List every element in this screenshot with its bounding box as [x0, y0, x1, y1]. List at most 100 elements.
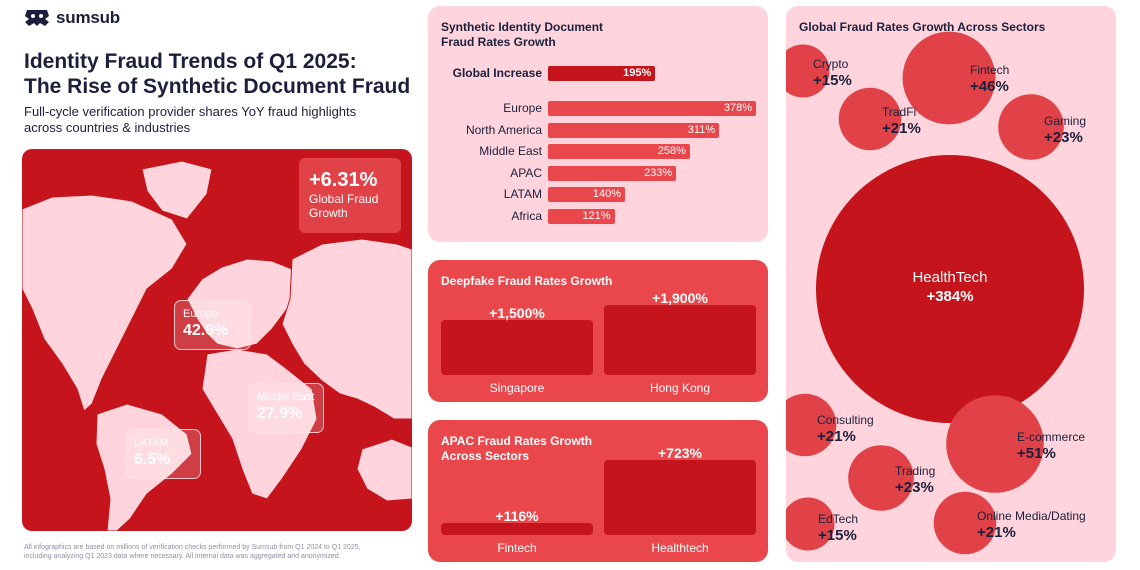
- column-label-healthtech: Healthtech: [651, 541, 709, 555]
- column-value-fintech: +116%: [495, 507, 539, 524]
- column-bar-healthtech: [604, 460, 756, 535]
- bubble-label-edtech: EdTech: [818, 512, 859, 526]
- bubble-value-edtech: +15%: [818, 527, 857, 544]
- region-value: 6.5%: [134, 451, 171, 468]
- region-value: 27.9%: [257, 405, 303, 422]
- bar-label: Global Increase: [452, 66, 542, 80]
- bubble-trading: [848, 445, 914, 511]
- bubble-value-e-commerce: +51%: [1017, 445, 1056, 462]
- bar-value-label: 195%: [623, 67, 652, 79]
- bubble-value-crypto: +15%: [813, 72, 852, 89]
- deepfake-chart-card: Deepfake Fraud Rates Growth +1,500% Singa…: [428, 260, 768, 402]
- world-map-panel: +6.31% Global Fraud Growth Europe 42.6% …: [22, 149, 412, 531]
- bubble-label-trading: Trading: [895, 464, 936, 478]
- bar-africa: 121%: [548, 208, 615, 224]
- synthetic-document-chart-card: Synthetic Identity Document Fraud Rates …: [428, 6, 768, 242]
- bubble-e-commerce: [946, 395, 1044, 493]
- bubble-label-e-commerce: E-commerce: [1017, 430, 1086, 444]
- region-card-latam: LATAM 6.5%: [125, 429, 201, 479]
- apac-sector-chart-card: APAC Fraud Rates Growth Across Sectors +…: [428, 420, 768, 562]
- bubble-value-gaming: +23%: [1044, 129, 1083, 146]
- bubble-label-fintech: Fintech: [970, 63, 1010, 77]
- bubble-gaming: [998, 94, 1064, 160]
- apac-chart-title-line-1: APAC Fraud Rates Growth: [441, 434, 593, 448]
- bubble-value-tradfi: +21%: [882, 120, 921, 137]
- page-title: Identity Fraud Trends of Q1 2025: The Ri…: [24, 49, 414, 99]
- apac-chart-title: APAC Fraud Rates Growth Across Sectors: [441, 434, 592, 464]
- region-name: Europe: [183, 308, 219, 320]
- bubble-crypto: [786, 44, 830, 98]
- bubble-value-consulting: +21%: [817, 428, 856, 445]
- column-value-hong-kong: +1,900%: [652, 290, 708, 306]
- deepfake-chart-title: Deepfake Fraud Rates Growth: [441, 274, 612, 289]
- bar-row-africa: Africa 121%: [428, 208, 768, 224]
- bubble-label-healthtech: HealthTech: [912, 269, 988, 286]
- bar-label: Africa: [511, 208, 542, 223]
- bar-value-label: 311%: [687, 123, 716, 136]
- synthetic-chart-title-line-1: Synthetic Identity Document: [441, 20, 604, 34]
- brand-logo: sumsub: [24, 8, 120, 28]
- bubble-fintech: [902, 31, 996, 125]
- column-value-singapore: +1,500%: [489, 304, 545, 321]
- region-name: Middle East: [257, 391, 315, 403]
- bubble-value-trading: +23%: [895, 479, 934, 496]
- bar-latam: 140%: [548, 187, 626, 202]
- bar-value-label: 140%: [592, 188, 622, 200]
- footer-line-2: including analyzing Q1 2023 data where n…: [24, 553, 341, 560]
- bar-apac: 233%: [548, 165, 677, 181]
- sector-bubble-plot: [786, 31, 1084, 555]
- global-fraud-growth-label-line-2: Growth: [309, 206, 348, 220]
- bar-global-increase: 195%: [548, 66, 656, 81]
- sumsub-logo-icon: [25, 10, 49, 26]
- global-fraud-growth-value: +6.31%: [309, 169, 378, 191]
- bar-value-label: 378%: [723, 102, 752, 114]
- brand-name: sumsub: [56, 8, 120, 27]
- global-fraud-growth-card: +6.31% Global Fraud Growth: [299, 158, 401, 233]
- bar-row-europe: Europe 378%: [428, 101, 768, 116]
- bar-row-north-america: North America 311%: [428, 122, 768, 138]
- bubble-label-consulting: Consulting: [817, 413, 874, 427]
- synthetic-chart-title: Synthetic Identity Document Fraud Rates …: [441, 20, 603, 50]
- bubble-online-media-dating: [933, 491, 997, 555]
- sector-bubble-chart-card: Global Fraud Rates Growth Across Sectors…: [786, 6, 1116, 562]
- deepfake-chart-title-line-1: Deepfake Fraud Rates Growth: [441, 274, 613, 288]
- column-label-hong-kong: Hong Kong: [649, 381, 711, 395]
- page-title-line-2: The Rise of Synthetic Document Fraud: [24, 75, 411, 98]
- column-label-fintech: Fintech: [497, 541, 537, 555]
- sector-chart-title-line-1: Global Fraud Rates Growth Across Sectors: [799, 20, 1046, 34]
- world-map-illustration: [22, 160, 412, 531]
- bubble-label-gaming: Gaming: [1044, 114, 1087, 128]
- bubble-value-fintech: +46%: [970, 78, 1009, 95]
- bubble-value-online-media-dating: +21%: [977, 524, 1016, 541]
- region-value: 42.6%: [183, 322, 229, 339]
- page-subtitle-line-2: across countries & industries: [24, 120, 191, 135]
- bubble-consulting: [786, 393, 837, 457]
- bubble-label-online-media-dating: Online Media/Dating: [977, 509, 1086, 523]
- bar-value-label: 121%: [582, 209, 611, 222]
- bar-middle-east: 258%: [548, 144, 690, 159]
- bubble-value-healthtech: +384%: [926, 288, 974, 305]
- column-value-healthtech: +723%: [658, 445, 702, 461]
- bubble-healthtech: [816, 155, 1084, 423]
- column-label-singapore: Singapore: [489, 381, 545, 395]
- bar-row-apac: APAC 233%: [428, 165, 768, 181]
- column-bar-fintech: [441, 522, 593, 535]
- column-bar-hong-kong: [604, 305, 756, 375]
- bar-label: Middle East: [479, 144, 542, 158]
- bubble-tradfi: [838, 87, 902, 151]
- region-name: LATAM: [134, 437, 170, 449]
- synthetic-chart-title-line-2: Fraud Rates Growth: [441, 35, 556, 49]
- global-fraud-growth-label-line-1: Global Fraud: [309, 192, 379, 206]
- apac-chart-title-line-2: Across Sectors: [441, 449, 530, 463]
- bar-row-latam: LATAM 140%: [428, 187, 768, 202]
- bar-label: Europe: [503, 101, 542, 115]
- page-title-line-1: Identity Fraud Trends of Q1 2025:: [24, 50, 357, 73]
- bar-row-middle-east: Middle East 258%: [428, 144, 768, 159]
- bar-value-label: 258%: [657, 145, 686, 157]
- bubble-label-crypto: Crypto: [813, 57, 849, 71]
- bar-europe: 378%: [548, 101, 756, 116]
- footer-disclaimer: All infographics are based on millions o…: [24, 543, 424, 561]
- bar-label: North America: [465, 122, 542, 137]
- bubble-label-tradfi: TradFi: [882, 105, 917, 119]
- region-card-middle-east: Middle East 27.9%: [248, 383, 324, 433]
